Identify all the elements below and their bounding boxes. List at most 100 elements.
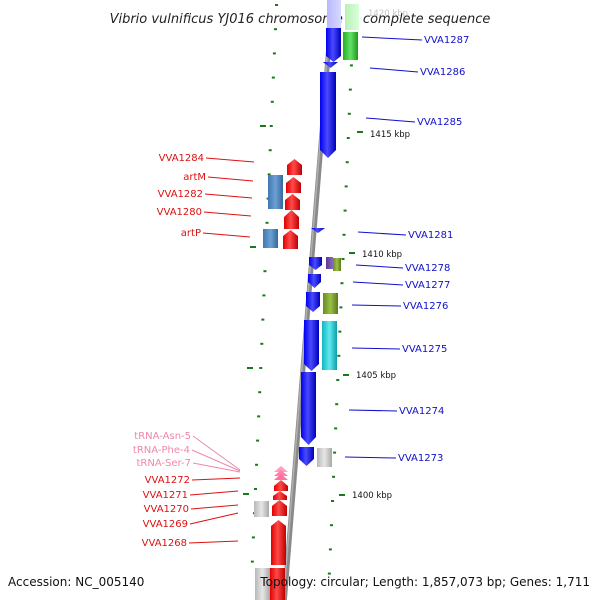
feature-gray-right (317, 448, 332, 467)
scale-tick-major (260, 125, 266, 127)
scale-tick-left (261, 318, 265, 321)
scale-tick-left (270, 100, 274, 103)
leader-line-left-5 (202, 232, 251, 238)
scale-tick-right (346, 137, 350, 139)
gene-feature-faded-green (345, 4, 359, 30)
scale-tick-right (338, 330, 342, 333)
label-VVA1281[interactable]: VVA1281 (408, 230, 453, 241)
label-VVA1286[interactable]: VVA1286 (420, 67, 465, 78)
scale-tick-left (255, 463, 259, 466)
feature-gray-bottom (255, 568, 270, 600)
gene-artP (283, 230, 298, 249)
feature-gray-left (254, 501, 269, 517)
label-VVA1284[interactable]: VVA1284 (159, 153, 204, 164)
scale-tick-left (272, 52, 276, 55)
scale-tick-left (257, 415, 261, 418)
kbp-label-1420: 1420 kbp (368, 9, 408, 19)
feature-olive (323, 293, 338, 314)
gene-small-arrow-1 (323, 62, 338, 68)
leader-line-left-1 (205, 157, 255, 163)
scale-tick-right (335, 403, 339, 406)
scale-tick-major (357, 131, 363, 133)
gene-VVA1273 (299, 447, 314, 466)
label-VVA1271[interactable]: VVA1271 (143, 490, 188, 501)
scale-tick-left (275, 4, 278, 6)
gene-VVA1285 (320, 72, 336, 158)
gene-VVA1272 (274, 480, 288, 491)
label-VVA1287[interactable]: VVA1287 (424, 35, 469, 46)
label-VVA1272[interactable]: VVA1272 (145, 475, 190, 486)
scale-tick-right (336, 379, 340, 381)
label-VVA1277[interactable]: VVA1277 (405, 280, 450, 291)
scale-tick-right (337, 354, 341, 357)
scale-tick-right (334, 427, 338, 430)
leader-line-right-2 (369, 67, 419, 73)
gene-VVA1270 (272, 500, 287, 516)
scale-tick-major (250, 246, 256, 248)
leader-line-left-4 (203, 211, 252, 217)
scale-tick-right (348, 88, 352, 91)
label-VVA1282[interactable]: VVA1282 (158, 189, 203, 200)
left-labels: VVA1284 artM VVA1282 VVA1280 artP VVA127… (142, 153, 206, 549)
scale-tick-right (331, 500, 334, 502)
topology-text: Topology: circular; Length: 1,857,073 bp… (259, 575, 590, 589)
leader-line-right-5 (355, 264, 404, 269)
feature-purple (326, 257, 333, 269)
leader-line-left-8 (190, 504, 239, 510)
scale-tick-left (273, 28, 277, 31)
label-VVA1278[interactable]: VVA1278 (405, 263, 450, 274)
label-artP[interactable]: artP (181, 228, 201, 239)
scale-tick-right (329, 524, 333, 527)
leader-line-left-6 (191, 477, 241, 481)
gene-small-arrow-2 (311, 228, 325, 233)
label-VVA1269[interactable]: VVA1269 (143, 519, 188, 530)
label-leader-lines (188, 36, 423, 544)
scale-tick-right (347, 112, 351, 115)
leader-line-right-1 (361, 36, 423, 41)
label-VVA1273[interactable]: VVA1273 (398, 453, 443, 464)
scale-tick-left (259, 367, 263, 369)
scale-tick-right (343, 209, 347, 212)
gene-VVA1286 (343, 32, 358, 60)
accession-text: Accession: NC_005140 (8, 575, 144, 589)
leader-line-right-9 (348, 409, 398, 412)
label-tRNA-Ser-7[interactable]: tRNA-Ser-7 (136, 458, 191, 469)
scale-tick-major (339, 494, 345, 496)
gene-VVA1284 (287, 159, 302, 175)
scale-tick-left (267, 173, 271, 176)
label-VVA1274[interactable]: VVA1274 (399, 406, 444, 417)
map-title: Vibrio vulnificus YJ016 chromosome II, c… (110, 12, 491, 27)
scale-tick-major (343, 374, 349, 376)
label-VVA1285[interactable]: VVA1285 (417, 117, 462, 128)
scale-tick-right (345, 161, 349, 164)
label-VVA1280[interactable]: VVA1280 (157, 207, 202, 218)
feature-olive-small (333, 258, 341, 271)
gene-VVA1276 (306, 292, 320, 312)
scale-tick-left (265, 221, 269, 224)
scale-tick-left (254, 488, 257, 490)
kbp-label-1415: 1415 kbp (370, 130, 410, 140)
label-tRNA-Phe-4[interactable]: tRNA-Phe-4 (133, 445, 190, 456)
leader-line-trna-2 (191, 449, 241, 472)
scale-tick-left (262, 294, 266, 297)
gene-VVA1271 (273, 491, 287, 500)
label-VVA1270[interactable]: VVA1270 (144, 504, 189, 515)
scale-tick-left (268, 149, 272, 152)
scale-tick-major (349, 252, 355, 254)
leader-line-right-6 (352, 281, 404, 286)
label-tRNA-Asn-5[interactable]: tRNA-Asn-5 (134, 431, 191, 442)
scale-tick-right (332, 475, 336, 478)
label-artM[interactable]: artM (183, 172, 206, 183)
leader-line-trna-3 (192, 462, 241, 473)
trna-labels: tRNA-Asn-5 tRNA-Phe-4 tRNA-Ser-7 (133, 431, 191, 469)
label-VVA1275[interactable]: VVA1275 (402, 344, 447, 355)
feature-cyan (322, 321, 337, 370)
label-VVA1276[interactable]: VVA1276 (403, 301, 448, 312)
scale-tick-right (339, 306, 343, 309)
label-VVA1268[interactable]: VVA1268 (142, 538, 187, 549)
gene-VVA1277 (308, 274, 321, 288)
scale-tick-major (247, 367, 253, 369)
scale-tick-left (256, 439, 260, 442)
feature-steel-small (263, 229, 278, 248)
leader-line-left-7 (189, 490, 239, 496)
